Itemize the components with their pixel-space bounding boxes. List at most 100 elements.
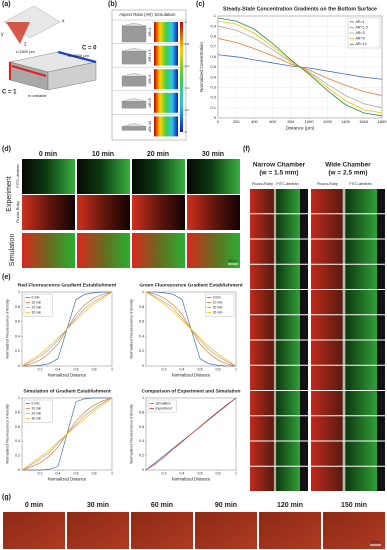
- time-label: 50 min: [379, 322, 383, 333]
- dimension-label: l=1500 μm: [16, 49, 36, 54]
- legend-box: [23, 293, 53, 317]
- time-label: 0 min: [302, 197, 306, 206]
- panel-label: (c): [196, 1, 205, 8]
- x-axis-label: Distance (μm): [286, 126, 315, 131]
- y-tick-label: 0.3: [210, 84, 216, 89]
- gradient-wedge: [6, 22, 30, 44]
- x-tick-label: 0.8: [216, 368, 221, 372]
- legend-box: [147, 399, 177, 413]
- y-tick-label: 1: [214, 13, 217, 18]
- y-axis-label: Normalized Fluorescence Intensity: [5, 299, 10, 359]
- panel-label: (a): [2, 1, 11, 8]
- fluorescence-image: [323, 512, 385, 549]
- time-label: 90 min: [215, 502, 237, 509]
- series-line: [217, 17, 383, 117]
- simulation-map: [154, 45, 178, 66]
- x-tick-label: 0.4: [180, 472, 185, 476]
- row-label: AR=10: [148, 121, 152, 132]
- time-label: 80 min: [379, 398, 383, 409]
- y-axis-label: Normalized Concentration: [199, 42, 204, 92]
- block-shape: [121, 50, 147, 65]
- chamber-image: [250, 189, 300, 214]
- plot-frame: [21, 397, 113, 471]
- colorbar-tick-label: 0.8: [185, 42, 190, 46]
- series-line: [21, 291, 113, 367]
- colorbar-tick-label: 1: [185, 20, 187, 24]
- time-strip: [377, 365, 385, 390]
- time-label: 40 min: [379, 297, 383, 308]
- x-axis-label: Normalized Distance: [172, 476, 211, 481]
- time-label: 120 min: [277, 502, 303, 509]
- x-tick-label: 0.6: [198, 472, 203, 476]
- chamber-image: [250, 315, 300, 340]
- panel-label: (g): [2, 494, 11, 501]
- x-tick-label: 1: [111, 368, 113, 372]
- x-tick-label: 0.6: [74, 472, 79, 476]
- time-label: 90 min: [379, 423, 383, 434]
- time-label: 150 min: [341, 502, 367, 509]
- chamber-image: [311, 239, 377, 264]
- x-tick-label: 1: [235, 368, 237, 372]
- x-tick-label: 0.2: [38, 472, 43, 476]
- legend-box: [205, 293, 235, 317]
- plot-frame: [21, 291, 113, 367]
- x-tick-label: 0.6: [198, 368, 203, 372]
- scale-label: 500 μm: [229, 259, 238, 263]
- channel-label: Fluoro-Ruby: [252, 182, 273, 186]
- colorbar-tick-label: 0: [185, 130, 187, 134]
- block-side: [47, 61, 97, 91]
- time-label: 60 min: [379, 348, 383, 359]
- chamber-image: [311, 315, 377, 340]
- chart-title: Comparison of Experiment and Simulation: [142, 388, 241, 394]
- row-label: AR=5: [148, 98, 152, 107]
- chamber-title: Wide Chamber: [325, 162, 371, 169]
- gradient-image: [187, 195, 240, 230]
- boundary-c0: [57, 50, 97, 64]
- legend-entry: AR=3: [356, 31, 365, 35]
- plot-frame: [145, 397, 237, 471]
- chamber-image: [311, 416, 377, 441]
- time-strip: [377, 416, 385, 441]
- legend-entry: 30 min: [32, 310, 42, 314]
- legend-entry: 0 min: [32, 401, 40, 405]
- time-label: 30 min: [302, 272, 306, 283]
- y-axis-label: Normalized Fluorescence Intensity: [129, 404, 134, 464]
- x-tick-label: 0.2: [162, 472, 167, 476]
- time-label: 80 min: [302, 398, 306, 409]
- chamber-image: [250, 365, 300, 390]
- time-strip: [377, 214, 385, 239]
- fluorescence-image: [195, 512, 257, 549]
- boundary-label: C = 0: [82, 46, 97, 52]
- time-label: 70 min: [302, 373, 306, 384]
- y-axis-label: Normalized Fluorescence Intensity: [129, 299, 134, 359]
- chamber-image: [311, 290, 377, 315]
- time-strip: [377, 441, 385, 466]
- time-label: 30 min: [379, 272, 383, 283]
- fluorescence-image: [131, 512, 193, 549]
- time-strip: [300, 290, 308, 315]
- y-tick-label: 0.2: [139, 454, 144, 458]
- block-shape: [121, 101, 147, 109]
- time-strip: [300, 189, 308, 214]
- gradient-image: [22, 233, 75, 268]
- time-label: 50 min: [302, 322, 306, 333]
- chamber-image: [250, 290, 300, 315]
- time-label: 0 min: [379, 197, 383, 206]
- legend-entry: 10 min: [32, 406, 42, 410]
- time-strip: [300, 340, 308, 365]
- gradient-image: [77, 195, 130, 230]
- legend-entry: 30 min: [32, 416, 42, 420]
- dimension-label: h=variable: [28, 93, 47, 98]
- x-tick-label: 0: [217, 119, 220, 124]
- channel-label: FITC-dextran: [276, 182, 298, 186]
- time-label: 10 min: [379, 221, 383, 232]
- block-shape: [121, 25, 147, 43]
- panel-label: (b): [108, 1, 117, 8]
- simulation-map: [154, 69, 178, 90]
- fluorescence-image: [67, 512, 129, 549]
- chamber-image: [250, 441, 300, 466]
- x-tick-label: 1000: [305, 119, 315, 124]
- row-label: AR=1.5: [148, 50, 152, 62]
- y-tick-label: 0: [214, 115, 217, 120]
